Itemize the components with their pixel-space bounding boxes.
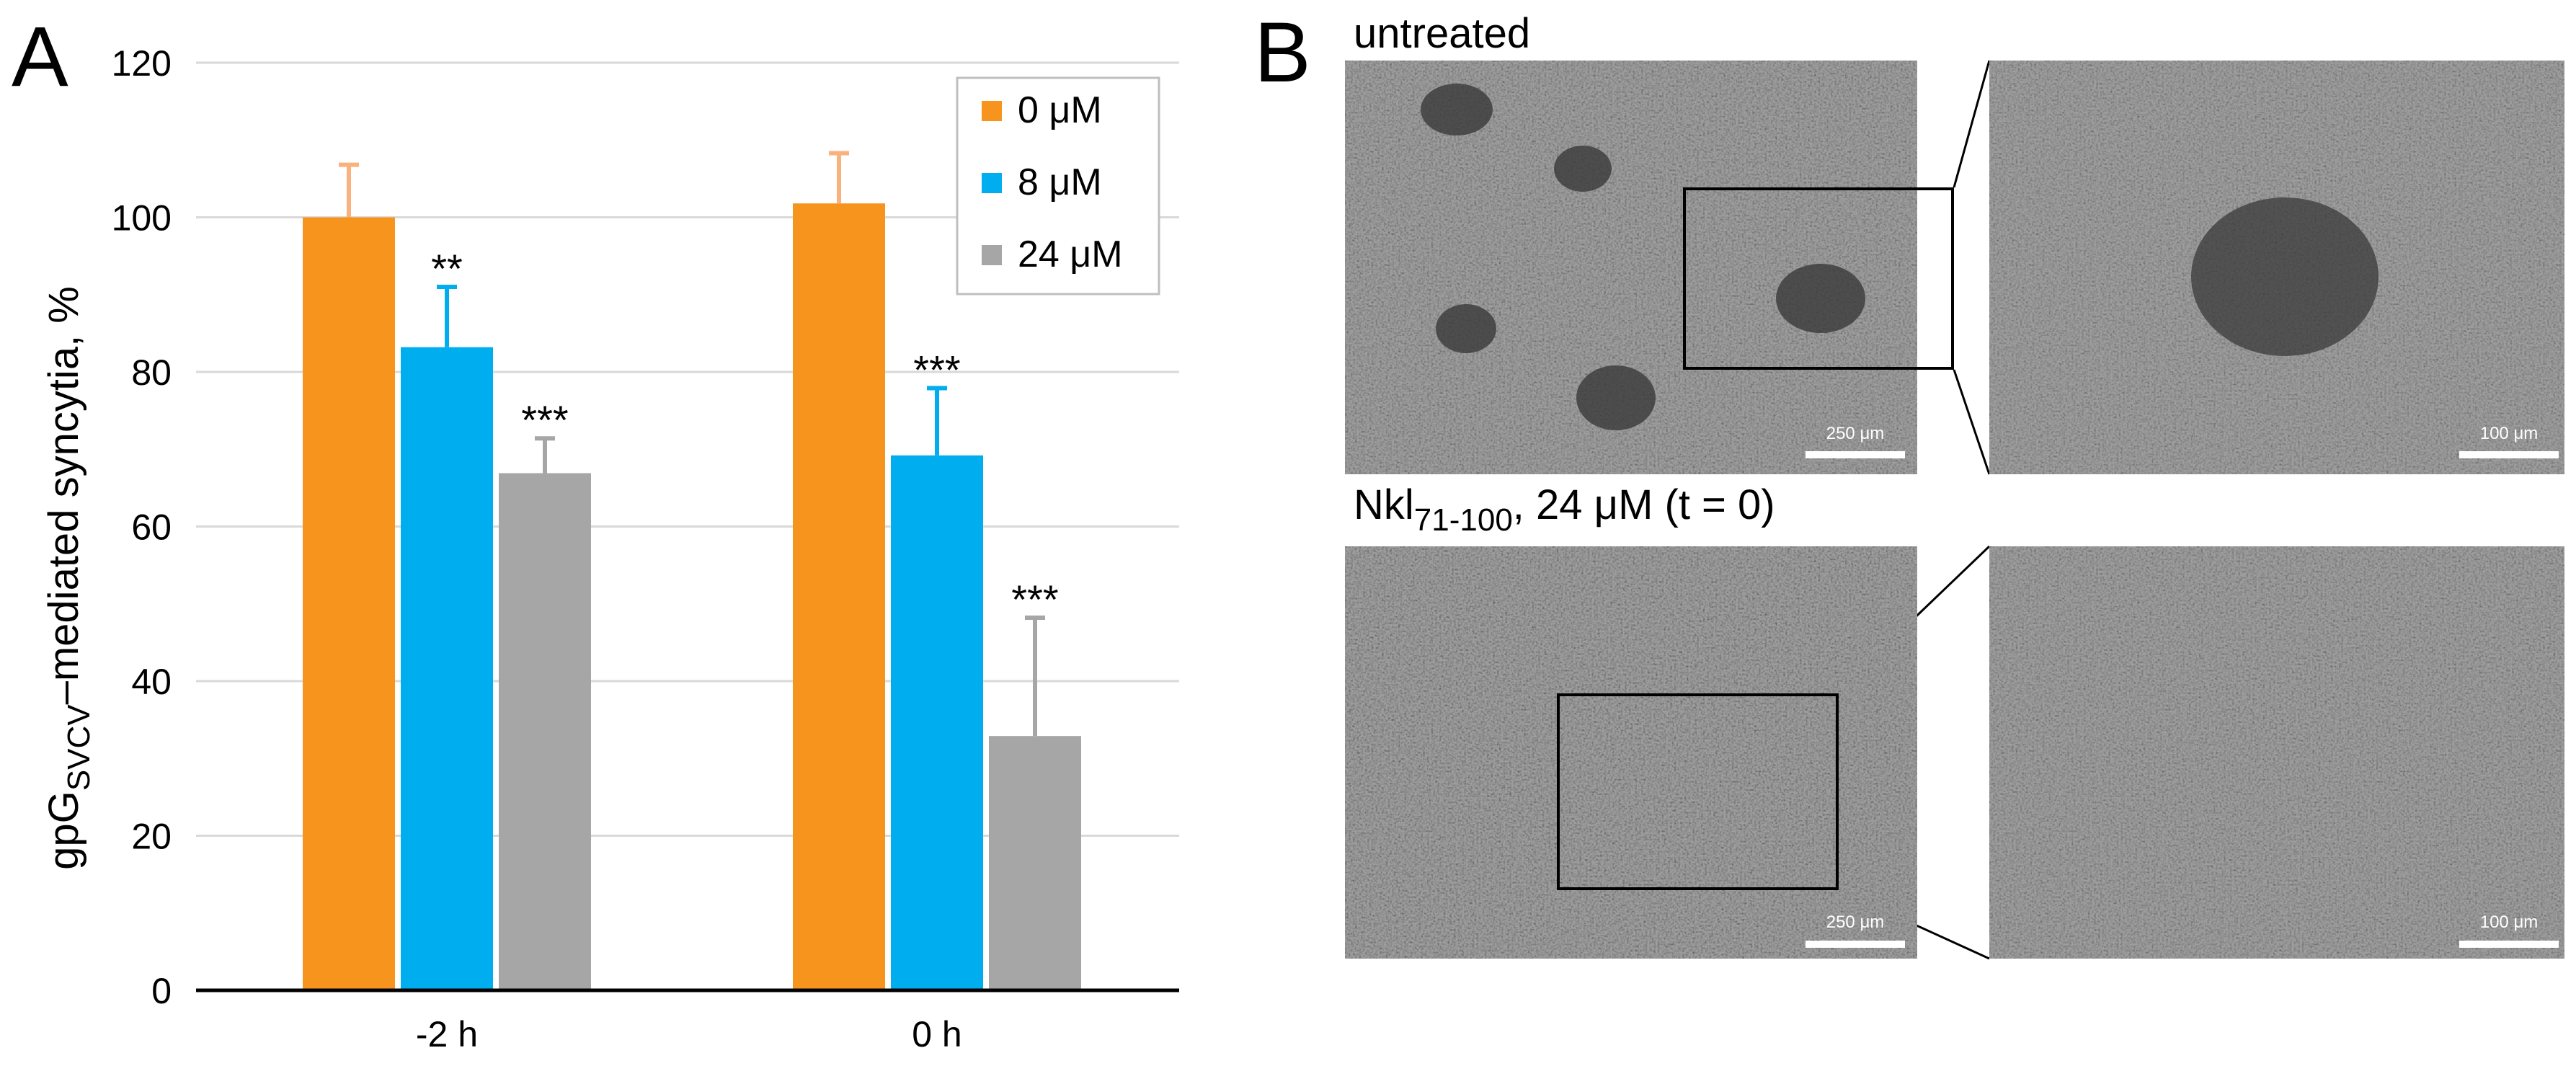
y-tick-label: 20	[131, 817, 172, 857]
error-bars	[339, 151, 1045, 737]
y-tick-label: 0	[151, 971, 172, 1011]
x-tick-label: 0 h	[912, 1014, 962, 1054]
y-tick-label: 120	[112, 43, 172, 84]
y-tick-label: 40	[131, 662, 172, 702]
x-tick-labels: -2 h 0 h	[416, 1014, 962, 1054]
scale-bar-250	[1806, 451, 1905, 458]
zoom-region-untreated	[1683, 187, 1954, 370]
x-tick-label: -2 h	[416, 1014, 478, 1054]
panel-letter-b: B	[1254, 5, 1311, 100]
untreated-caption: untreated	[1354, 10, 1531, 57]
legend-label: 0 μM	[1018, 89, 1102, 131]
panel-letter-a: A	[12, 9, 68, 105]
micrograph-treated-zoom	[1989, 546, 2564, 959]
bar	[793, 203, 885, 990]
significance-mark: ***	[521, 397, 568, 443]
treated-caption: Nkl71-100, 24 μM (t = 0)	[1354, 481, 1775, 538]
y-tick-labels: 0 20 40 60 80 100 120	[112, 43, 172, 1011]
significance-mark: ***	[913, 347, 960, 393]
significance-marks: ***********	[431, 246, 1058, 622]
legend-swatch	[982, 101, 1002, 121]
significance-mark: **	[431, 246, 463, 291]
micrograph-untreated-zoom	[1989, 61, 2564, 474]
legend-label: 8 μM	[1018, 161, 1102, 203]
bar	[401, 347, 493, 990]
scale-bar-250-bottom	[1806, 941, 1905, 948]
scale-label-100-bottom: 100 μm	[2479, 912, 2539, 932]
y-tick-label: 80	[131, 352, 172, 393]
zoom-region-treated	[1557, 693, 1839, 890]
y-tick-label: 100	[112, 198, 172, 239]
scale-label-100-top: 100 μm	[2479, 424, 2539, 443]
scale-bar-100-top	[2459, 451, 2559, 458]
bar	[303, 217, 395, 990]
y-axis-label: gpGSVCV–mediated syncytia, %	[40, 286, 97, 870]
y-tick-label: 60	[131, 507, 172, 548]
legend-swatch	[982, 245, 1002, 265]
bar	[989, 736, 1081, 990]
bar	[499, 473, 591, 990]
legend-swatch	[982, 173, 1002, 193]
bars	[303, 203, 1081, 990]
legend-label: 24 μM	[1018, 234, 1123, 275]
scale-label-250-bottom: 250 μm	[1826, 912, 1885, 932]
micrograph-untreated	[1345, 61, 1917, 474]
bar	[891, 455, 983, 990]
scale-bar-100-bottom	[2459, 941, 2559, 948]
scale-label-250: 250 μm	[1826, 424, 1885, 443]
significance-mark: ***	[1011, 577, 1058, 622]
legend: 0 μM 8 μM 24 μM	[956, 76, 1160, 296]
